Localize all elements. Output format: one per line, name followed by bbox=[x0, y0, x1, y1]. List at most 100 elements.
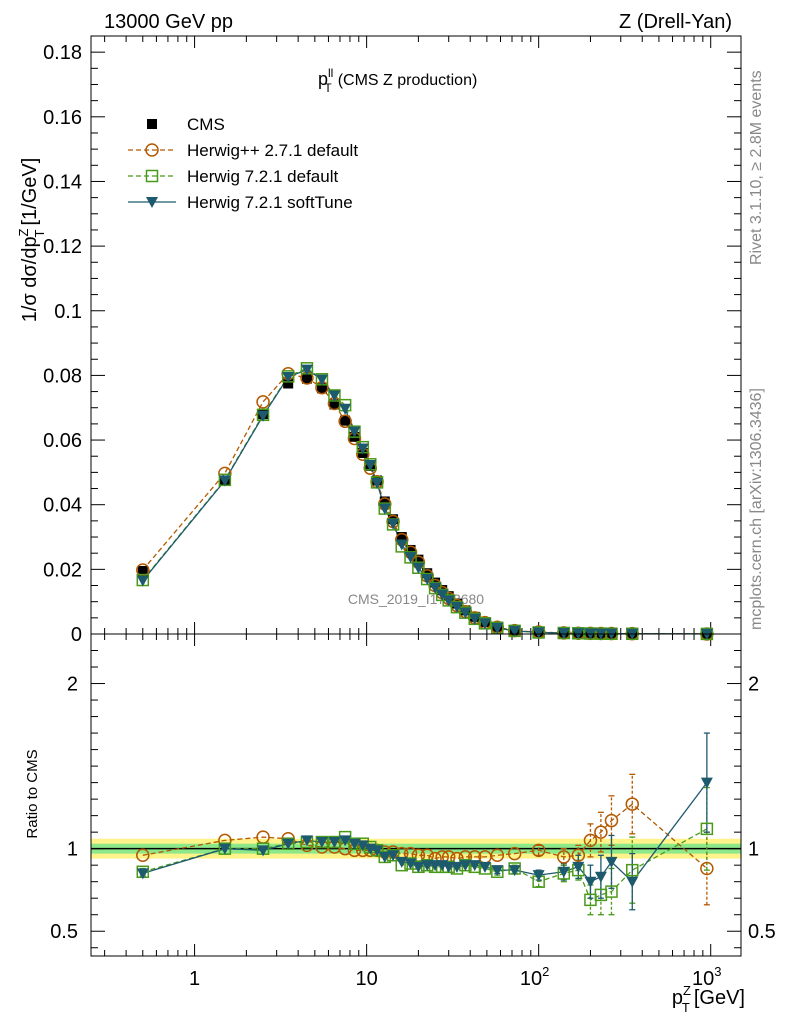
ratio-point bbox=[605, 856, 618, 868]
data-point bbox=[508, 625, 521, 637]
ratio-point bbox=[572, 861, 585, 873]
data-point bbox=[356, 443, 369, 455]
ratio-point bbox=[371, 845, 384, 857]
ratio-point bbox=[605, 885, 618, 898]
data-point bbox=[328, 390, 341, 402]
data-point bbox=[387, 518, 400, 530]
ratio-point bbox=[532, 870, 545, 882]
data-point bbox=[532, 627, 545, 639]
ratio-point bbox=[136, 848, 150, 863]
ratio-point bbox=[218, 843, 231, 855]
data-point bbox=[257, 410, 270, 422]
ratio-point bbox=[412, 861, 425, 873]
data-point bbox=[442, 595, 455, 607]
ratio-point bbox=[700, 777, 713, 789]
data-point bbox=[429, 582, 442, 594]
x-tick-label: 1 bbox=[189, 968, 200, 990]
data-point bbox=[396, 532, 407, 543]
data-point bbox=[412, 562, 425, 574]
legend-marker bbox=[146, 197, 158, 208]
legend-marker bbox=[145, 169, 159, 183]
x-axis-label: pZ T [GeV] bbox=[672, 983, 745, 1015]
y-tick-label: 0 bbox=[71, 624, 82, 646]
legend-label: CMS bbox=[187, 115, 225, 134]
data-point bbox=[436, 589, 449, 601]
data-point bbox=[371, 478, 384, 490]
ratio-point bbox=[531, 843, 546, 858]
ratio-point bbox=[395, 856, 408, 868]
ratio-point bbox=[583, 833, 598, 848]
axis-ticks: 1 10 102 103 0 0.02 0.04 0.06 0.08 0.1 0.12 0.14 0.1… bbox=[43, 36, 776, 990]
data-point bbox=[459, 607, 472, 619]
y-tick-label: 0.02 bbox=[43, 559, 82, 581]
data-point bbox=[339, 403, 352, 415]
data-point bbox=[315, 374, 328, 386]
ratio-point bbox=[300, 835, 313, 847]
ratio-point bbox=[584, 876, 597, 888]
ratio-point bbox=[257, 845, 270, 857]
legend-label: Herwig 7.2.1 default bbox=[187, 167, 338, 186]
data-point bbox=[256, 395, 270, 409]
data-point bbox=[405, 544, 416, 555]
watermark: CMS_2019_I1753680 bbox=[348, 591, 484, 607]
y-axis-label: 1/σ dσ/dpZT[1/GeV] bbox=[16, 158, 47, 323]
data-point bbox=[329, 399, 340, 410]
data-point bbox=[338, 414, 352, 429]
plot-frames bbox=[90, 35, 742, 957]
data-point bbox=[378, 503, 391, 515]
data-point bbox=[478, 618, 491, 630]
ratio-point bbox=[594, 825, 608, 839]
y-tick-label: 0.14 bbox=[43, 171, 82, 193]
data-point bbox=[364, 459, 377, 471]
ratio-point bbox=[557, 850, 571, 864]
data-point bbox=[282, 372, 295, 384]
ratio-point bbox=[356, 840, 369, 852]
ratio-point bbox=[557, 866, 570, 878]
legend: CMS Herwig++ 2.7.1 default Herwig 7.2.1 de… bbox=[128, 115, 358, 212]
ratio-frame bbox=[90, 633, 742, 957]
ratio-point bbox=[404, 858, 417, 870]
data-point bbox=[348, 426, 361, 438]
ratio-point bbox=[378, 851, 391, 863]
x-tick-label: 103 bbox=[692, 964, 721, 990]
ratio-point bbox=[282, 838, 295, 850]
ratio-point bbox=[491, 865, 504, 877]
plot-title: pll T (CMS Z production) bbox=[318, 66, 477, 95]
legend-label: Herwig 7.2.1 softTune bbox=[187, 193, 353, 212]
ratio-y-tick-label: 2 bbox=[67, 674, 78, 696]
series-line-ratio bbox=[142, 803, 708, 869]
x-tick-label: 10 bbox=[355, 968, 377, 990]
ratio-point bbox=[700, 861, 714, 876]
ratio-point bbox=[700, 822, 714, 836]
side-mcplots: mcplots.cern.ch [arXiv:1306.3436] bbox=[748, 388, 765, 630]
data-point bbox=[421, 574, 434, 586]
data-point bbox=[404, 552, 417, 564]
ratio-point bbox=[507, 846, 522, 861]
ratio-y-tick-label-right: 0.5 bbox=[748, 921, 776, 943]
ratio-point bbox=[459, 860, 472, 872]
ratio-point bbox=[442, 861, 455, 873]
ratio-point bbox=[315, 837, 328, 849]
y-tick-label: 0.04 bbox=[43, 495, 82, 517]
header-right: Z (Drell-Yan) bbox=[619, 11, 732, 33]
ratio-y-tick-label-right: 2 bbox=[748, 674, 759, 696]
ratio-point bbox=[328, 837, 341, 849]
ratio-point bbox=[490, 848, 505, 863]
ratio-point bbox=[594, 871, 607, 883]
ratio-point bbox=[339, 835, 352, 847]
side-rivet: Rivet 3.1.10, ≥ 2.8M events bbox=[748, 70, 765, 265]
data-point bbox=[218, 475, 231, 487]
data-point bbox=[301, 373, 312, 384]
y-tick-label: 0.08 bbox=[43, 365, 82, 387]
y-tick-label: 0.16 bbox=[43, 107, 82, 129]
y-tick-label: 0.06 bbox=[43, 430, 82, 452]
y-tick-label: 0.1 bbox=[54, 301, 82, 323]
header-left: 13000 GeV pp bbox=[104, 11, 233, 33]
ratio-y-tick-label-right: 1 bbox=[748, 839, 759, 861]
data-point bbox=[450, 601, 463, 613]
data-point bbox=[395, 539, 408, 551]
ratio-point bbox=[478, 861, 491, 873]
legend-marker bbox=[145, 143, 159, 157]
data-point bbox=[300, 364, 313, 376]
